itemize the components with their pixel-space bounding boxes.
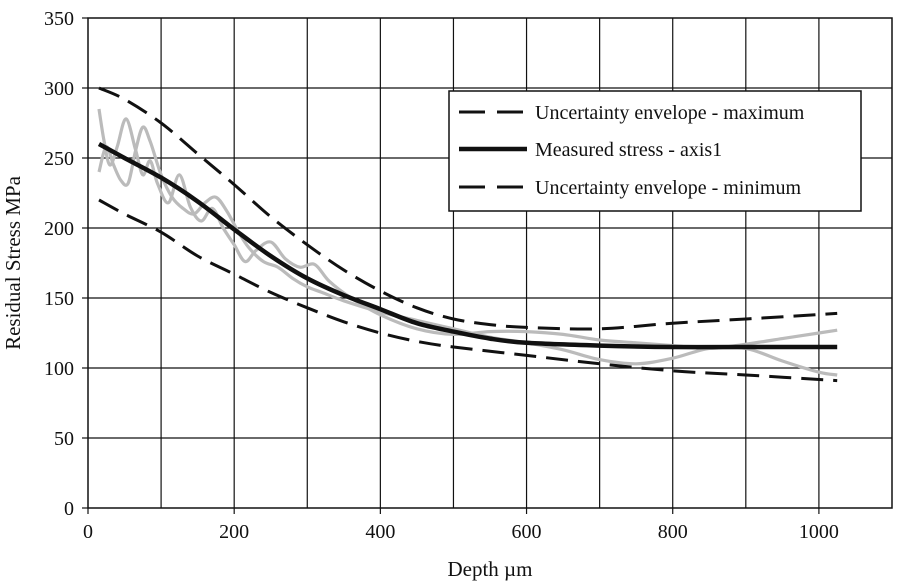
y-tick-label: 250 [44, 148, 74, 170]
y-tick-label: 300 [44, 78, 74, 100]
y-tick-label: 200 [44, 218, 74, 240]
y-tick-label: 0 [64, 498, 74, 520]
x-tick-label: 1000 [799, 521, 839, 543]
y-tick-label: 50 [54, 428, 74, 450]
tick-label-layer: 0 200 400 600 800 1000 0 50 100 150 200 250 300 350 [44, 8, 839, 543]
series-line-uncertainty-envelope-maximum [98, 86, 838, 331]
gray-series-layer [97, 108, 838, 377]
y-tick-label: 100 [44, 358, 74, 380]
x-tick-label: 200 [219, 521, 249, 543]
y-axis-title: Residual Stress MPa [1, 175, 25, 350]
black-series-layer [97, 86, 838, 383]
x-tick-label: 800 [658, 521, 688, 543]
series-line-uncertainty-envelope-minimum [98, 198, 838, 383]
legend: Uncertainty envelope - maximum Measured … [448, 90, 862, 212]
legend-label-minimum: Uncertainty envelope - minimum [535, 177, 801, 199]
y-tick-label: 350 [44, 8, 74, 30]
series-line-gray-3 [97, 108, 838, 351]
y-tick-label: 150 [44, 288, 74, 310]
x-tick-label: 400 [365, 521, 395, 543]
x-axis-title: Depth µm [447, 557, 532, 581]
series-line-gray-4 [97, 125, 838, 377]
series-line-measured-stress-axis1 [97, 142, 838, 350]
plot-frame [87, 17, 893, 509]
x-tick-label: 0 [83, 521, 93, 543]
x-tick-label: 600 [512, 521, 542, 543]
legend-label-measured: Measured stress - axis1 [535, 139, 722, 161]
legend-label-maximum: Uncertainty envelope - maximum [535, 102, 805, 124]
